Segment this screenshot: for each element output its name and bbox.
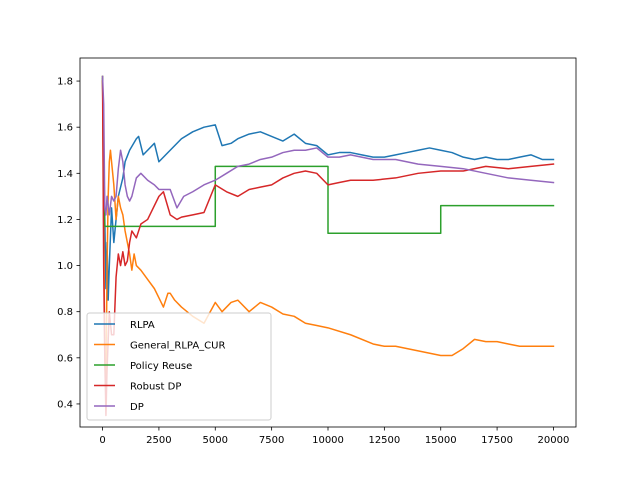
x-tick-label: 0 xyxy=(99,435,105,446)
x-axis: 0 2500 5000 7500 10000 12500 15000 17500 20000 xyxy=(99,427,569,446)
series-line-dp xyxy=(101,75,555,216)
x-tick-label: 10000 xyxy=(312,435,344,446)
x-tick-label: 20000 xyxy=(538,435,570,446)
legend-label-dp: DP xyxy=(130,402,144,413)
legend: RLPA General_RLPA_CUR Policy Reuse Robust D… xyxy=(86,312,272,421)
x-tick-label: 17500 xyxy=(481,435,513,446)
legend-box xyxy=(86,312,272,421)
y-tick-label: 1.6 xyxy=(57,123,73,134)
series-line-robust-dp xyxy=(101,80,555,417)
y-tick-label: 0.4 xyxy=(57,399,73,410)
x-tick-label: 15000 xyxy=(425,435,457,446)
x-tick-label: 2500 xyxy=(146,435,171,446)
y-tick-label: 1.2 xyxy=(57,215,73,226)
legend-label-general-rlpa-cur: General_RLPA_CUR xyxy=(130,341,225,352)
x-tick-label: 7500 xyxy=(259,435,284,446)
series-layer xyxy=(101,75,555,417)
series-line-policy-reuse xyxy=(101,75,555,235)
x-tick-label: 12500 xyxy=(368,435,400,446)
legend-label-rlpa: RLPA xyxy=(130,320,155,331)
legend-label-policy-reuse: Policy Reuse xyxy=(130,361,192,372)
y-tick-label: 1.0 xyxy=(57,261,73,272)
y-tick-label: 1.8 xyxy=(57,77,73,88)
y-tick-label: 1.4 xyxy=(57,169,73,180)
y-tick-label: 0.6 xyxy=(57,353,73,364)
y-tick-label: 0.8 xyxy=(57,307,73,318)
legend-label-robust-dp: Robust DP xyxy=(130,382,181,393)
y-axis: 0.4 0.6 0.8 1.0 1.2 1.4 1.6 1.8 xyxy=(57,77,80,410)
x-tick-label: 5000 xyxy=(203,435,228,446)
